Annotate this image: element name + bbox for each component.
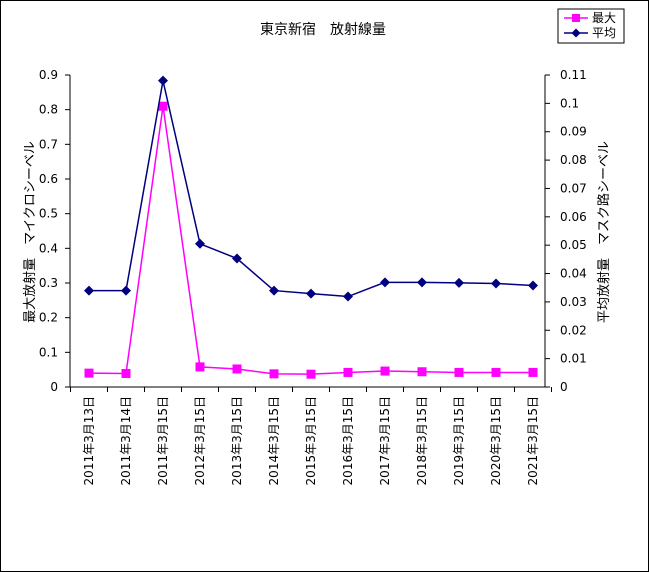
x-tick-label: 2014年3月15日 bbox=[267, 396, 281, 485]
data-point-最大 bbox=[454, 367, 464, 377]
data-point-平均 bbox=[269, 285, 279, 296]
data-point-最大 bbox=[158, 101, 168, 111]
data-point-最大 bbox=[232, 364, 242, 374]
data-point-平均 bbox=[195, 238, 205, 249]
x-tick-label: 2011年3月14日 bbox=[119, 396, 133, 485]
y-left-tick-label: 0 bbox=[50, 380, 58, 394]
y-axis-left-label: 最大放射量 マイクロシーベル bbox=[22, 141, 38, 323]
y-right-tick-label: 0 bbox=[560, 380, 568, 394]
data-point-最大 bbox=[343, 367, 353, 377]
data-point-最大 bbox=[491, 367, 501, 377]
y-left-tick-label: 0.6 bbox=[39, 172, 58, 186]
data-point-平均 bbox=[528, 280, 538, 291]
y-left-tick-label: 0.4 bbox=[39, 241, 58, 255]
y-right-tick-label: 0.09 bbox=[560, 125, 587, 139]
data-point-平均 bbox=[491, 278, 501, 289]
plot-area: 0 0.1 0.2 0.3 0.4 0.5 0.6 0.7 0.8 0.9 0 0.01 0.02 0.0… bbox=[39, 68, 587, 485]
series-line-平均 bbox=[89, 80, 534, 298]
y-right-tick-label: 0.08 bbox=[560, 153, 587, 167]
data-point-平均 bbox=[158, 75, 168, 86]
data-point-最大 bbox=[306, 369, 316, 379]
x-tick-label: 2016年3月15日 bbox=[341, 396, 355, 485]
data-point-最大 bbox=[121, 368, 131, 378]
y-right-tick-label: 0.1 bbox=[560, 96, 579, 110]
y-left-tick-label: 0.5 bbox=[39, 207, 58, 221]
data-point-最大 bbox=[528, 367, 538, 377]
y-left-tick-label: 0.3 bbox=[39, 276, 58, 290]
y-right-tick-label: 0.06 bbox=[560, 210, 587, 224]
x-tick-label: 2020年3月15日 bbox=[489, 396, 503, 485]
data-point-平均 bbox=[417, 277, 427, 288]
legend-box bbox=[557, 8, 625, 44]
x-tick-label: 2011年3月13日 bbox=[82, 396, 96, 485]
data-point-平均 bbox=[380, 277, 390, 288]
x-tick-label: 2012年3月15日 bbox=[193, 396, 207, 485]
x-tick-label: 2017年3月15日 bbox=[378, 396, 392, 485]
data-point-平均 bbox=[306, 288, 316, 299]
x-tick-label: 2013年3月15日 bbox=[230, 396, 244, 485]
legend-label-平均: 平均 bbox=[592, 26, 616, 40]
chart-title: 東京新宿 放射線量 bbox=[260, 21, 386, 38]
data-point-平均 bbox=[343, 291, 353, 302]
data-point-最大 bbox=[380, 366, 390, 376]
y-right-tick-label: 0.07 bbox=[560, 181, 587, 195]
y-left-tick-label: 0.1 bbox=[39, 345, 58, 359]
x-tick-label: 2015年3月15日 bbox=[304, 396, 318, 485]
x-tick-label: 2021年3月15日 bbox=[526, 396, 540, 485]
legend-marker-最大 bbox=[572, 14, 580, 22]
series-line-最大 bbox=[88, 106, 533, 375]
x-tick-label: 2018年3月15日 bbox=[415, 396, 429, 485]
data-point-最大 bbox=[417, 367, 427, 377]
y-right-tick-label: 0.11 bbox=[560, 68, 587, 82]
data-point-平均 bbox=[121, 285, 131, 296]
x-tick-label: 2011年3月15日 bbox=[156, 396, 170, 485]
y-left-tick-label: 0.2 bbox=[39, 311, 58, 325]
legend-marker-平均 bbox=[571, 28, 581, 38]
y-right-tick-label: 0.05 bbox=[560, 238, 587, 252]
data-point-最大 bbox=[195, 362, 205, 372]
y-right-tick-label: 0.04 bbox=[560, 267, 587, 281]
y-left-tick-label: 0.9 bbox=[39, 68, 58, 82]
data-point-平均 bbox=[232, 253, 242, 264]
y-left-tick-label: 0.7 bbox=[39, 137, 58, 151]
y-right-tick-label: 0.03 bbox=[560, 295, 587, 309]
y-axis-right-label: 平均放射量 マスク路シーベル bbox=[596, 141, 612, 323]
y-left-tick-label: 0.8 bbox=[39, 103, 58, 117]
y-right-tick-label: 0.02 bbox=[560, 323, 587, 337]
data-point-平均 bbox=[454, 277, 464, 288]
legend-label-最大: 最大 bbox=[592, 11, 616, 25]
x-tick-label: 2019年3月15日 bbox=[452, 396, 466, 485]
data-point-最大 bbox=[269, 369, 279, 379]
y-right-tick-label: 0.01 bbox=[560, 352, 587, 366]
data-point-平均 bbox=[84, 285, 94, 296]
data-point-最大 bbox=[84, 368, 94, 378]
